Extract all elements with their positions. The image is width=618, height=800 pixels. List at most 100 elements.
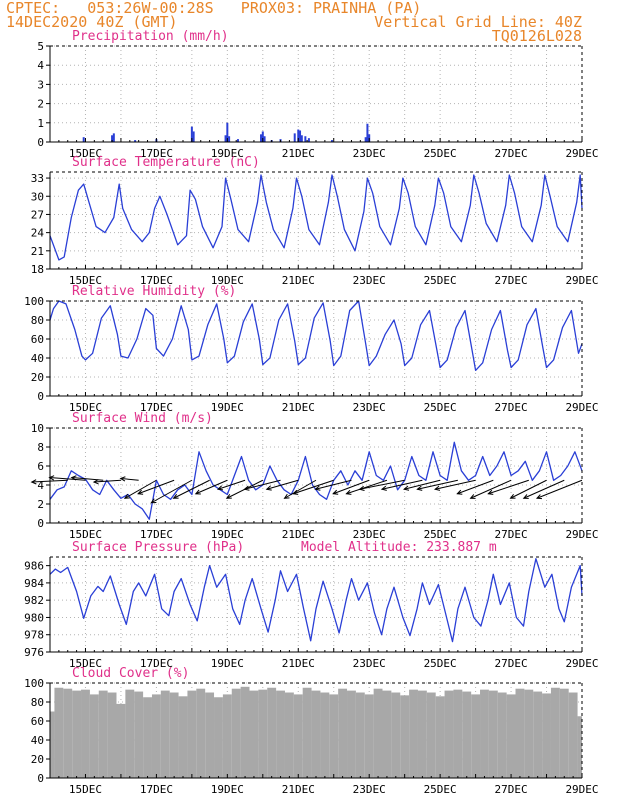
x-tick-label: 25DEC bbox=[424, 274, 457, 287]
y-tick-label: 2 bbox=[37, 498, 44, 511]
cloud-bar bbox=[550, 687, 560, 778]
y-tick-label: 984 bbox=[24, 577, 44, 590]
wind-vector bbox=[283, 479, 317, 499]
y-tick-label: 1 bbox=[37, 117, 44, 130]
cloud-bar bbox=[311, 690, 321, 778]
wind-vector bbox=[358, 479, 405, 491]
wind-vector bbox=[265, 479, 299, 491]
cloud-bar bbox=[400, 695, 410, 778]
precip-bar bbox=[134, 140, 137, 142]
precip-bar bbox=[111, 135, 114, 142]
header-grid-note: Vertical Grid Line: 40Z bbox=[374, 13, 582, 31]
x-tick-label: 29DEC bbox=[565, 401, 598, 414]
wind-vector bbox=[172, 479, 210, 499]
wind-vector bbox=[123, 479, 157, 499]
x-tick-label: 17DEC bbox=[140, 274, 173, 287]
cloud-bar bbox=[515, 688, 525, 778]
cloud-bar bbox=[134, 691, 144, 778]
y-tick-label: 978 bbox=[24, 629, 44, 642]
y-tick-label: 6 bbox=[37, 460, 44, 473]
y-tick-label: 5 bbox=[37, 40, 44, 53]
precip-bar bbox=[261, 131, 264, 142]
cloud-bar bbox=[222, 694, 232, 778]
x-tick-label: 25DEC bbox=[424, 657, 457, 670]
y-tick-label: 980 bbox=[24, 611, 44, 624]
cloud-bar bbox=[373, 688, 383, 778]
x-tick-label: 23DEC bbox=[353, 528, 386, 541]
precip-bar bbox=[299, 130, 302, 142]
cloud-bar bbox=[533, 691, 543, 778]
cloud-bar bbox=[196, 688, 206, 778]
x-tick-label: 21DEC bbox=[282, 147, 315, 160]
header-datetime: 14DEC2020 40Z (GMT) bbox=[6, 13, 178, 31]
cloud-bar bbox=[178, 696, 188, 778]
x-tick-label: 19DEC bbox=[211, 657, 244, 670]
wind-vector bbox=[150, 479, 193, 504]
x-tick-label: 27DEC bbox=[495, 147, 528, 160]
cloud-bar bbox=[187, 690, 197, 778]
wind-vector bbox=[119, 476, 139, 482]
cloud-bar bbox=[320, 692, 330, 778]
x-tick-label: 19DEC bbox=[211, 147, 244, 160]
wind-vector bbox=[403, 479, 441, 491]
cloud-bar bbox=[231, 688, 241, 778]
y-tick-label: 0 bbox=[37, 136, 44, 149]
wind-vector bbox=[332, 479, 370, 495]
y-tick-label: 4 bbox=[37, 479, 44, 492]
cloud-bar bbox=[417, 690, 427, 778]
x-tick-label: 17DEC bbox=[140, 657, 173, 670]
wind-vector bbox=[522, 479, 565, 499]
cloud-bar bbox=[382, 690, 392, 778]
x-tick-label: 17DEC bbox=[140, 401, 173, 414]
cloud-bar bbox=[54, 687, 64, 778]
cloud-bar bbox=[364, 694, 374, 778]
cloud-bar bbox=[240, 686, 250, 778]
precip-bar bbox=[364, 137, 367, 142]
panel-title: Relative Humidity (%) bbox=[72, 284, 236, 299]
cloud-bar bbox=[302, 687, 312, 778]
cloud-bar bbox=[160, 690, 170, 778]
y-tick-label: 8 bbox=[37, 441, 44, 454]
x-tick-label: 21DEC bbox=[282, 274, 315, 287]
x-tick-label: 29DEC bbox=[565, 657, 598, 670]
panel-precip: 0 1 2 3 4 5 15DEC 17DEC 19DEC 21DEC 23DEC 25DEC 27DE… bbox=[37, 29, 598, 160]
cloud-bar bbox=[143, 697, 152, 778]
x-tick-label: 15DEC bbox=[69, 783, 102, 796]
cloud-bar bbox=[169, 692, 179, 778]
cloud-bar bbox=[409, 689, 418, 778]
y-tick-label: 40 bbox=[31, 352, 44, 365]
cloud-bar bbox=[497, 692, 507, 778]
precip-bar bbox=[330, 140, 333, 142]
cloud-bar bbox=[50, 711, 55, 778]
panel-title: Precipitation (mm/h) bbox=[72, 29, 229, 44]
x-tick-label: 23DEC bbox=[353, 274, 386, 287]
cloud-bar bbox=[72, 690, 82, 778]
wind-vector bbox=[487, 479, 529, 495]
cloud-bar bbox=[542, 693, 551, 778]
x-tick-label: 27DEC bbox=[495, 783, 528, 796]
cloud-bar bbox=[151, 694, 161, 778]
precip-bar bbox=[297, 129, 300, 142]
panel-rh: 0 20 40 60 80 100 15DEC 17DEC 19DEC 21DEC 23DEC 25D… bbox=[24, 284, 598, 414]
wind-vector bbox=[137, 479, 175, 495]
rh-line bbox=[49, 300, 583, 372]
y-tick-label: 0 bbox=[37, 390, 44, 403]
cloud-bar bbox=[258, 689, 268, 778]
x-tick-label: 21DEC bbox=[282, 401, 315, 414]
panel-title: Surface Wind (m/s) bbox=[72, 411, 213, 426]
x-tick-label: 25DEC bbox=[424, 147, 457, 160]
x-tick-label: 23DEC bbox=[353, 147, 386, 160]
y-tick-label: 3 bbox=[37, 78, 44, 91]
cloud-bar bbox=[98, 690, 108, 778]
cloud-bar bbox=[267, 687, 277, 778]
precip-bar bbox=[82, 137, 85, 142]
panel-press: 976 978 980 982 984 986 15DEC 17DEC 19DEC 21DEC 23… bbox=[24, 540, 598, 670]
precip-bar bbox=[226, 122, 229, 142]
y-tick-label: 27 bbox=[31, 208, 44, 221]
cloud-bar bbox=[338, 688, 348, 778]
cloud-bar bbox=[462, 691, 472, 778]
x-tick-label: 25DEC bbox=[424, 783, 457, 796]
x-tick-label: 15DEC bbox=[69, 528, 102, 541]
x-tick-label: 23DEC bbox=[353, 657, 386, 670]
x-tick-label: 17DEC bbox=[140, 528, 173, 541]
